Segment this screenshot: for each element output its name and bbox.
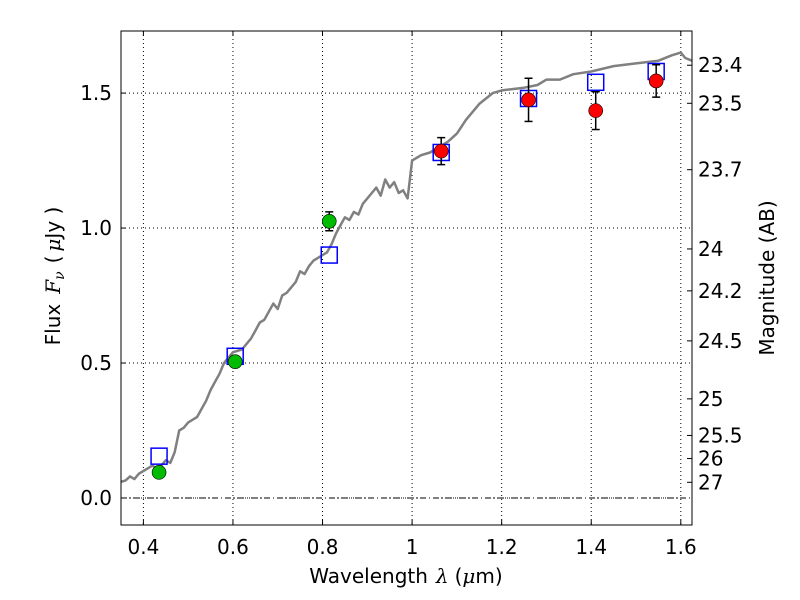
mag-tick-label: 24.2 xyxy=(698,279,743,303)
data-point xyxy=(521,92,536,108)
mag-tick-label: 23.7 xyxy=(698,158,743,182)
data-point xyxy=(151,465,167,480)
y-tick-label: 0.5 xyxy=(80,351,112,375)
x-axis-label: Wavelength λ (μm) xyxy=(309,564,502,588)
mag-tick-label: 25.5 xyxy=(698,423,743,447)
plot-frame xyxy=(120,30,693,526)
y-tick-label: 1.0 xyxy=(80,216,112,240)
x-tick-label: 1 xyxy=(406,535,419,559)
mag-tick-label: 24 xyxy=(698,237,723,261)
y2-axis-label: Magnitude (AB) xyxy=(755,200,779,355)
model-point-square xyxy=(320,246,338,264)
x-tick-label: 1.4 xyxy=(575,535,607,559)
x-tick-label: 0.6 xyxy=(217,535,249,559)
mag-tick-label: 26 xyxy=(698,447,723,471)
data-point xyxy=(588,103,604,118)
y-axis-label: FluxFν(μJy ) xyxy=(41,207,68,346)
y-tick-label: 1.5 xyxy=(80,81,112,105)
x-tick-label: 1.6 xyxy=(665,535,697,559)
x-tick-label: 1.2 xyxy=(486,535,518,559)
mag-tick-label: 23.4 xyxy=(698,53,743,77)
data-point xyxy=(321,214,337,229)
model-point-square xyxy=(150,447,168,465)
mag-tick-label: 27 xyxy=(698,470,723,494)
model-point-square xyxy=(586,73,605,92)
ticks: 0.4 0.6 0.8 1 1.2 1.4 1.6 0.0 0.5 1.0 1.5 23.4 23.5 2… xyxy=(80,31,743,559)
spectrum-line xyxy=(120,51,693,484)
mag-tick-label: 24.5 xyxy=(698,329,743,353)
mag-tick-label: 23.5 xyxy=(698,91,743,115)
y-tick-label: 0.0 xyxy=(80,486,112,510)
data-point xyxy=(433,143,449,159)
plot-content xyxy=(120,51,693,484)
data-point xyxy=(648,73,664,89)
x-tick-label: 0.4 xyxy=(127,535,159,559)
x-tick-label: 0.8 xyxy=(307,535,339,559)
mag-tick-label: 25 xyxy=(698,387,723,411)
data-point xyxy=(227,354,243,369)
